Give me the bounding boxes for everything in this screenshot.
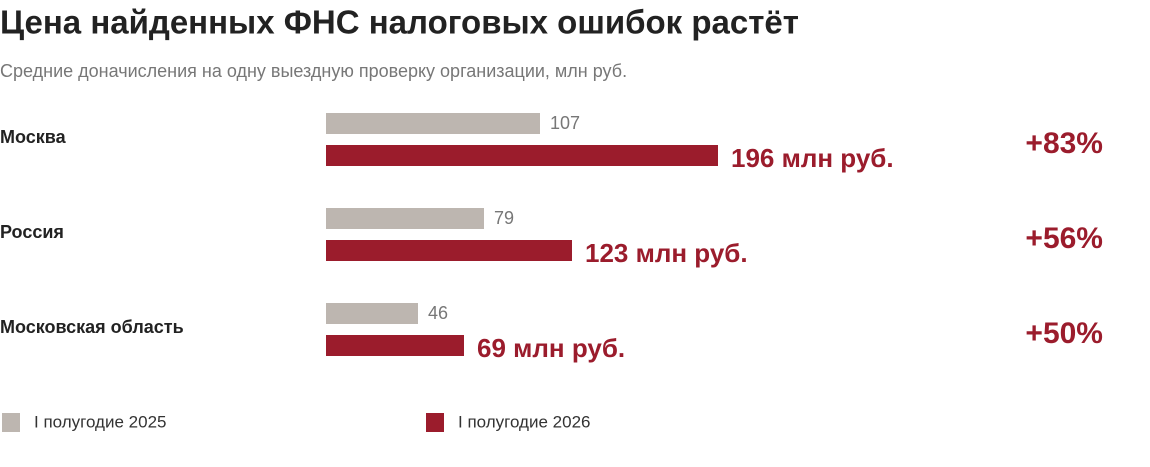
- bar: [326, 113, 540, 134]
- value-label: 69 млн руб.: [477, 333, 625, 363]
- change-label: +56%: [1025, 222, 1103, 255]
- bar: [326, 145, 718, 166]
- change-label: +50%: [1025, 317, 1103, 350]
- legend-swatch: [2, 413, 20, 432]
- bar: [326, 240, 572, 261]
- value-label: 46: [428, 303, 448, 323]
- bar: [326, 303, 418, 324]
- chart-title: Цена найденных ФНС налоговых ошибок раст…: [0, 4, 799, 41]
- change-label: +83%: [1025, 127, 1103, 160]
- category-label: Московская область: [0, 317, 184, 337]
- value-label: 107: [550, 113, 580, 133]
- chart-subtitle: Средние доначисления на одну выездную пр…: [0, 61, 627, 81]
- legend-swatch: [426, 413, 444, 432]
- bar: [326, 208, 484, 229]
- category-label: Москва: [0, 127, 67, 147]
- category-label: Россия: [0, 222, 64, 242]
- value-label: 196 млн руб.: [731, 143, 894, 173]
- value-label: 79: [494, 208, 514, 228]
- legend-label: I полугодие 2025: [34, 412, 166, 431]
- value-label: 123 млн руб.: [585, 238, 748, 268]
- legend-label: I полугодие 2026: [458, 412, 590, 431]
- bar: [326, 335, 464, 356]
